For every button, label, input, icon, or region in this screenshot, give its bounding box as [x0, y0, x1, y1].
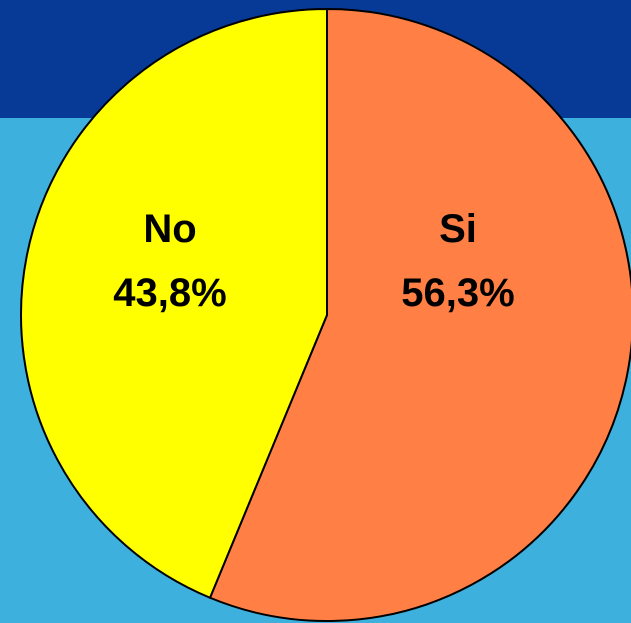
slice-value-si: 56,3%	[401, 271, 514, 315]
slice-value-no: 43,8%	[113, 271, 226, 315]
pie-slices	[20, 7, 631, 622]
slice-label-no: No	[143, 207, 196, 251]
slice-label-si: Si	[439, 207, 477, 251]
pie-labels: Si 56,3% No 43,8%	[113, 207, 514, 315]
pie-slice-no	[20, 7, 328, 600]
pie-slice-si	[208, 7, 631, 622]
